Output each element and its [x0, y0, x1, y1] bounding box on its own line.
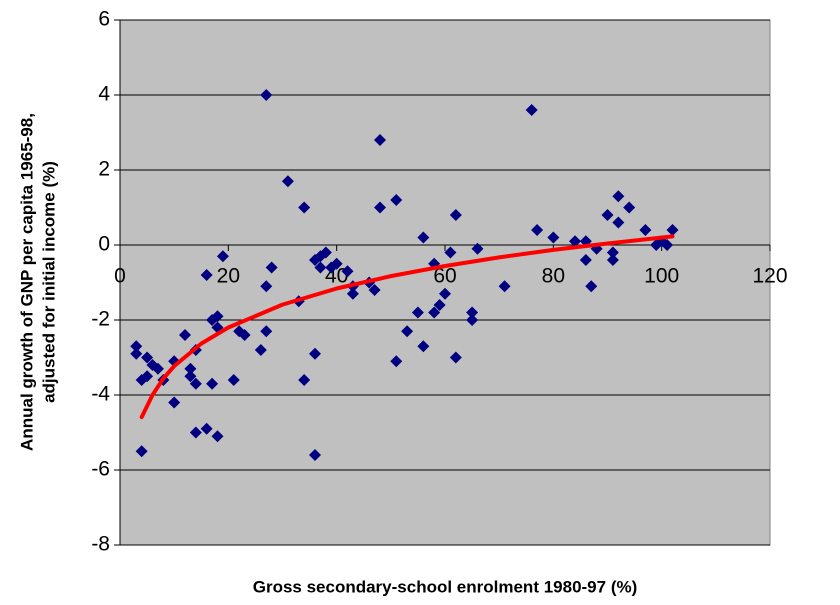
- point: [260, 280, 273, 293]
- point: [211, 310, 224, 323]
- y-tick-label: 6: [98, 8, 110, 31]
- point: [601, 209, 614, 221]
- point: [498, 280, 511, 293]
- point: [531, 224, 544, 236]
- point: [238, 329, 251, 341]
- point: [449, 351, 462, 364]
- point: [401, 325, 414, 338]
- point: [466, 306, 479, 319]
- point: [623, 201, 636, 214]
- x-tick-label: 0: [114, 265, 126, 288]
- trend-line: [139, 234, 675, 420]
- point: [417, 340, 430, 353]
- point: [254, 344, 267, 356]
- point: [471, 242, 484, 255]
- point: [390, 355, 403, 368]
- point: [346, 287, 359, 300]
- y-tick-label: -2: [91, 308, 110, 331]
- point: [200, 422, 213, 435]
- x-tick-label: 100: [644, 265, 679, 288]
- point: [428, 306, 441, 319]
- point: [579, 254, 592, 266]
- point: [298, 201, 311, 214]
- y-axis-title-line: Annual growth of GNP per capita 1965-98,: [17, 113, 36, 451]
- point: [585, 280, 598, 293]
- point: [390, 194, 403, 206]
- x-tick-label: 120: [752, 265, 787, 288]
- point: [189, 426, 202, 439]
- point: [309, 449, 321, 461]
- point: [433, 299, 446, 311]
- point: [374, 134, 386, 146]
- point: [298, 374, 311, 386]
- y-tick-label: -4: [91, 383, 110, 406]
- y-tick-label: 2: [98, 158, 110, 181]
- y-tick-label: -8: [91, 533, 110, 556]
- point: [227, 374, 240, 386]
- point: [569, 235, 581, 248]
- point: [341, 265, 354, 278]
- point: [151, 362, 164, 375]
- point: [168, 396, 181, 409]
- point: [411, 306, 424, 319]
- point: [216, 250, 229, 263]
- point: [639, 224, 652, 236]
- point: [439, 287, 451, 300]
- point: [319, 246, 332, 259]
- point: [179, 329, 191, 341]
- point: [184, 370, 197, 383]
- point: [211, 430, 224, 443]
- point: [661, 239, 674, 251]
- point: [368, 284, 381, 296]
- y-axis-title-line: adjusted for initial income (%): [39, 161, 58, 403]
- point: [606, 254, 619, 266]
- point: [612, 216, 625, 229]
- x-tick-label: 20: [217, 265, 240, 288]
- point: [135, 445, 148, 458]
- point: [417, 231, 430, 244]
- point: [666, 224, 679, 236]
- point: [200, 269, 213, 281]
- y-axis-title: Annual growth of GNP per capita 1965-98,…: [17, 113, 58, 451]
- point: [314, 261, 327, 274]
- point: [330, 257, 343, 270]
- point: [189, 377, 202, 390]
- plot-area: [119, 19, 771, 546]
- x-axis-title: Gross secondary-school enrolment 1980-97…: [253, 577, 638, 596]
- y-tick-label: 4: [98, 83, 110, 106]
- point: [260, 325, 273, 338]
- point: [309, 347, 321, 360]
- y-tick-label: -6: [91, 458, 110, 481]
- point: [374, 201, 386, 214]
- point: [547, 231, 560, 244]
- point: [265, 261, 278, 274]
- point: [612, 190, 625, 203]
- point: [444, 246, 457, 259]
- point: [206, 377, 219, 390]
- point: [130, 347, 143, 360]
- x-tick-label: 60: [433, 265, 456, 288]
- point: [449, 209, 462, 221]
- point: [525, 104, 538, 116]
- point: [466, 314, 479, 326]
- y-tick-label: 0: [98, 233, 110, 256]
- point: [606, 246, 619, 259]
- point: [130, 340, 143, 353]
- point: [141, 370, 154, 383]
- x-tick-label: 80: [542, 265, 565, 288]
- point: [281, 175, 294, 188]
- point: [141, 351, 154, 364]
- point: [184, 362, 197, 375]
- point: [260, 89, 273, 101]
